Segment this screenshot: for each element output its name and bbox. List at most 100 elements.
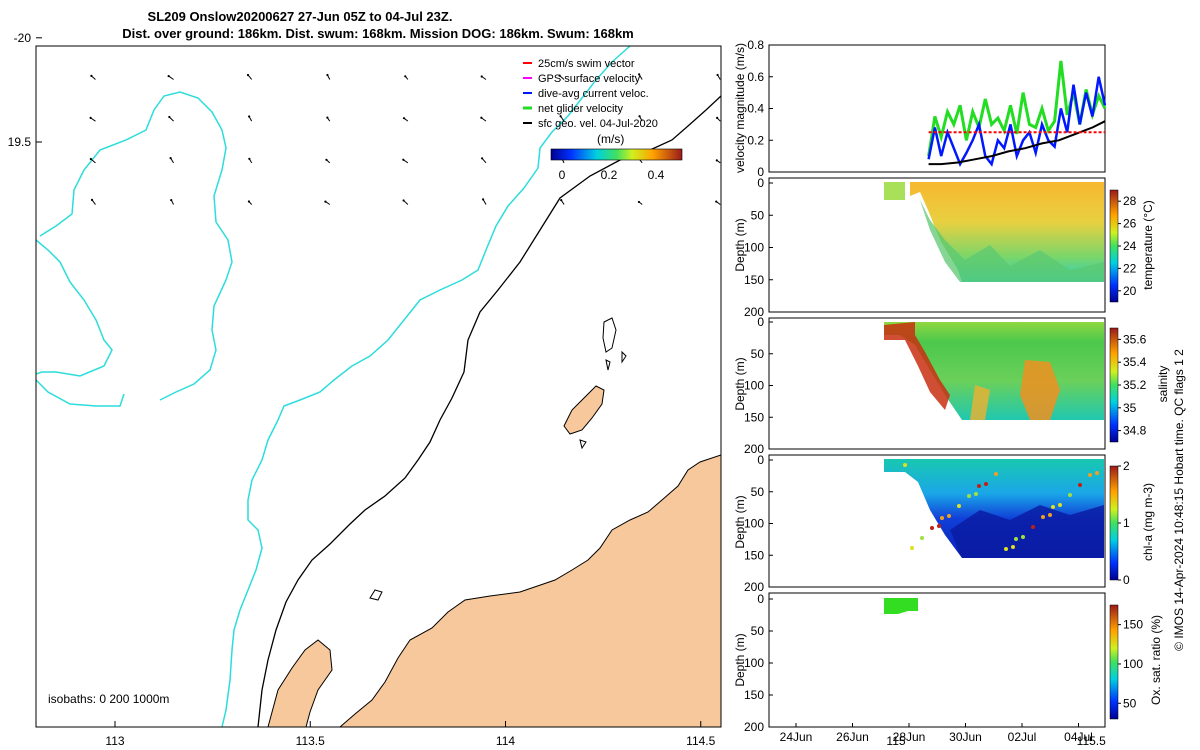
velocity-arrowhead [1111, 73, 1113, 75]
oxygen-frame [768, 592, 1106, 728]
colorbar-gradient [550, 148, 683, 161]
temperature-colorbar [1109, 189, 1119, 303]
colorbar-tick-label: 22 [1123, 261, 1137, 275]
velocity-y-tick-label: 0 [757, 165, 764, 179]
velocity-arrow [638, 33, 642, 37]
depth-tick-label: 0 [757, 176, 764, 190]
salinity-y-ticks: 0 50 100 150 200 [744, 315, 773, 456]
legend-dive-avg: dive-avg current veloc. [538, 88, 649, 100]
colorbar-tick-label: 24 [1123, 239, 1137, 253]
map-y-ticks: 19.5-2020.5-21-21.5-22 [8, 31, 42, 149]
temperature-y-ticks: 0 50 100 150 200 [744, 176, 773, 319]
chla-colorbar-label: chl-a (mg m-3) [1141, 483, 1155, 561]
colorbar-tick-0.4: 0.4 [648, 168, 665, 182]
map-y-tick-label: 19.5 [8, 135, 32, 149]
colorbar-tick-label: 34.8 [1123, 424, 1147, 438]
velocity-arrowhead [325, 158, 328, 161]
velocity-arrowhead [716, 73, 719, 77]
depth-tick-label: 50 [751, 624, 765, 638]
chla-sample-point [1021, 535, 1025, 539]
chla-sample-point [1088, 473, 1092, 477]
velocity-arrowhead [638, 73, 641, 76]
figure-title-line2: Dist. over ground: 186km. Dist. swum: 16… [122, 26, 634, 41]
depth-tick-label: 150 [744, 410, 764, 424]
velocity-line-sfc-geo-vel- [928, 120, 1106, 166]
colorbar-tick-label: 150 [1123, 618, 1143, 632]
chla-sample-point [1004, 547, 1008, 551]
map-frame [35, 45, 722, 728]
chla-sample-point [930, 526, 934, 530]
salinity-warm-patch-2 [970, 385, 990, 420]
chla-sample-point [910, 546, 914, 550]
oxygen-x-ticks: 24Jun 26Jun 28Jun 30Jun 02Jul 04Jul [780, 723, 1093, 744]
velocity-arrowhead [89, 116, 92, 119]
velocity-arrow [718, 33, 721, 38]
colorbar-unit: (m/s) [597, 132, 624, 146]
depth-tick-label: 150 [744, 273, 764, 287]
velocity-arrow [1189, 199, 1191, 204]
velocity-arrowhead [1190, 198, 1192, 200]
velocity-arrowhead [89, 157, 92, 161]
map-y-tick-label: -20 [14, 31, 32, 45]
date-tick-label: 28Jun [893, 730, 926, 744]
legend-sfc-geo: sfc geo. vel. 04-Jul-2020 [538, 118, 658, 130]
chla-sample-point [957, 504, 961, 508]
velocity-arrowhead [480, 157, 484, 160]
colorbar-tick-label: 28 [1123, 194, 1137, 208]
velocity-arrowhead [1112, 31, 1114, 33]
chla-sample-point [977, 484, 981, 488]
oxygen-section [884, 598, 918, 614]
oxygen-colorbar-ticks: 50 100 150 [1118, 618, 1143, 710]
chla-sample-point [920, 536, 924, 540]
depth-tick-label: 0 [757, 315, 764, 329]
velocity-arrow [796, 34, 799, 38]
depth-tick-label: 100 [744, 656, 764, 670]
velocity-arrow [15, 76, 17, 80]
velocity-arrowhead [170, 198, 173, 202]
velocity-arrowhead [716, 116, 719, 119]
velocity-arrow [14, 117, 18, 121]
temperature-panel: 0 50 100 150 200 20 22 24 26 28 temperature (°C)… [733, 176, 1155, 319]
date-tick-label: 24Jun [780, 730, 813, 744]
depth-tick-label: 0 [757, 453, 764, 467]
velocity-arrowhead [402, 117, 406, 120]
chla-sample-point [994, 472, 998, 476]
depth-tick-label: 200 [744, 305, 764, 319]
velocity-series [927, 60, 1107, 167]
velocity-y-ticks: 0 0.2 0.4 0.6 0.8 [747, 38, 773, 179]
velocity-arrowhead [92, 33, 94, 35]
date-tick-label: 04Jul [1064, 730, 1093, 744]
oxygen-colorbar [1109, 604, 1119, 720]
velocity-arrowhead [248, 115, 251, 118]
colorbar-tick-label: 35.6 [1123, 332, 1147, 346]
colorbar-tick-label: 35.4 [1123, 355, 1147, 369]
velocity-y-tick-label: 0.6 [747, 70, 764, 84]
legend-gps-velocity: GPS surface velocity [538, 73, 641, 85]
velocity-arrowhead [90, 198, 94, 201]
chla-sample-point [1014, 537, 1018, 541]
chla-sample-point [940, 516, 944, 520]
chla-sample-point [1078, 483, 1082, 487]
colorbar-tick-label: 2 [1123, 459, 1130, 473]
salinity-ylabel: Depth (m) [733, 357, 747, 410]
salinity-colorbar-ticks: 34.8 35 35.2 35.4 35.6 [1118, 332, 1147, 438]
chla-points [903, 463, 1099, 551]
depth-tick-label: 200 [744, 580, 764, 594]
date-tick-label: 02Jul [1008, 730, 1037, 744]
velocity-arrowhead [248, 157, 251, 160]
velocity-arrow [1111, 32, 1113, 37]
depth-tick-label: 100 [744, 379, 764, 393]
velocity-arrowhead [481, 198, 485, 201]
colorbar-tick-label: 1 [1123, 516, 1130, 530]
colorbar-tick-label: 35 [1123, 401, 1137, 415]
velocity-arrowhead [953, 31, 955, 33]
velocity-arrowhead [402, 199, 405, 202]
temperature-cool-layer [920, 200, 1104, 282]
chla-sample-point [1068, 493, 1072, 497]
salinity-panel: 0 50 100 150 200 34.8 35 35.2 35.4 35.6 salinity… [733, 315, 1170, 456]
velocity-arrowhead [13, 116, 15, 118]
velocity-arrowhead [1110, 115, 1112, 117]
colorbar-tick-0: 0 [559, 168, 566, 182]
velocity-arrowhead [480, 75, 483, 78]
